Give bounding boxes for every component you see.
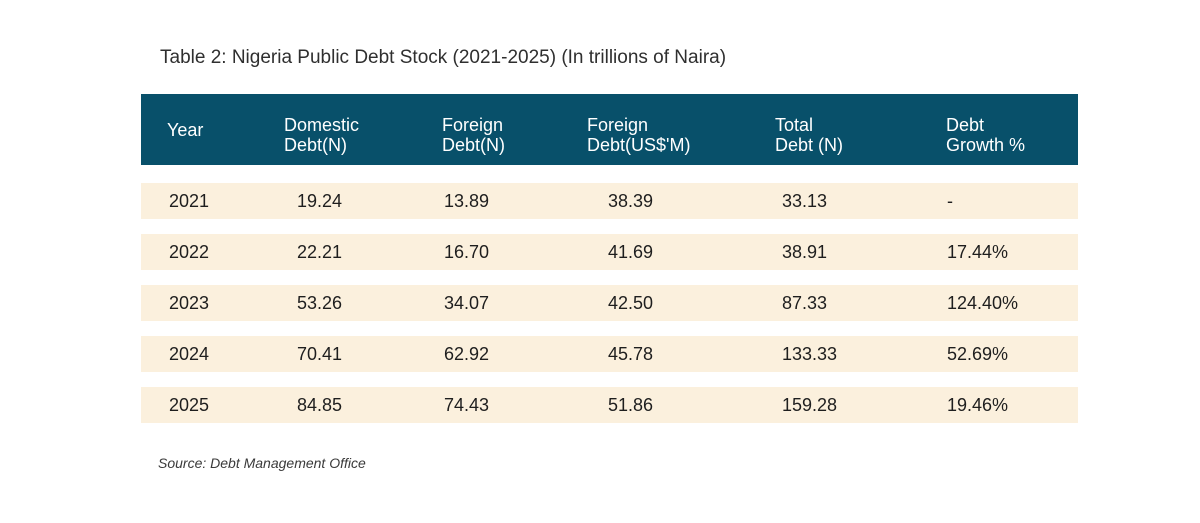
cell-foreign-debt-usd: 45.78 <box>608 344 654 364</box>
header-debt-growth-line2: Growth % <box>946 135 1026 155</box>
cell-year: 2022 <box>169 242 210 262</box>
header-foreign-debt-naira: Foreign Debt(N) <box>442 115 505 155</box>
header-foreign-debt-usd-line2: Debt(US$'M) <box>587 135 691 155</box>
cell-foreign-debt-usd: 51.86 <box>608 395 654 415</box>
cell-year: 2021 <box>169 191 210 211</box>
cell-foreign-debt-usd: 38.39 <box>608 191 654 211</box>
cell-debt-growth: 52.69% <box>947 344 1009 364</box>
cell-total-debt: 159.28 <box>782 395 838 415</box>
cell-debt-growth: 124.40% <box>947 293 1019 313</box>
table-row: 2024 70.41 62.92 45.78 133.33 52.69% <box>141 336 1078 372</box>
cell-foreign-debt-naira: 74.43 <box>444 395 490 415</box>
debt-table: Year Domestic Debt(N) Foreign Debt(N) Fo… <box>141 94 1078 423</box>
cell-year: 2023 <box>169 293 210 313</box>
cell-foreign-debt-usd: 42.50 <box>608 293 654 313</box>
cell-domestic-debt: 22.21 <box>297 242 343 262</box>
cell-foreign-debt-naira: 13.89 <box>444 191 490 211</box>
header-total-debt-line1: Total <box>775 115 814 135</box>
cell-domestic-debt: 53.26 <box>297 293 343 313</box>
header-year: Year <box>167 120 203 140</box>
table-row: 2025 84.85 74.43 51.86 159.28 19.46% <box>141 387 1078 423</box>
cell-debt-growth: - <box>947 191 953 211</box>
header-domestic-debt-line1: Domestic <box>284 115 360 135</box>
cell-foreign-debt-naira: 34.07 <box>444 293 490 313</box>
cell-foreign-debt-usd: 41.69 <box>608 242 654 262</box>
table-title: Table 2: Nigeria Public Debt Stock (2021… <box>160 47 727 68</box>
cell-domestic-debt: 70.41 <box>297 344 343 364</box>
cell-foreign-debt-naira: 16.70 <box>444 242 490 262</box>
cell-year: 2024 <box>169 344 210 364</box>
cell-total-debt: 38.91 <box>782 242 828 262</box>
cell-domestic-debt: 19.24 <box>297 191 343 211</box>
cell-total-debt: 133.33 <box>782 344 838 364</box>
source-note: Source: Debt Management Office <box>158 455 366 471</box>
table-row: 2022 22.21 16.70 41.69 38.91 17.44% <box>141 234 1078 270</box>
table-row: 2023 53.26 34.07 42.50 87.33 124.40% <box>141 285 1078 321</box>
header-foreign-debt-naira-line1: Foreign <box>442 115 504 135</box>
header-total-debt-line2: Debt (N) <box>775 135 844 155</box>
header-domestic-debt: Domestic Debt(N) <box>284 115 359 155</box>
header-year-label: Year <box>167 120 204 140</box>
table-row: 2021 19.24 13.89 38.39 33.13 - <box>141 183 1078 219</box>
header-domestic-debt-line2: Debt(N) <box>284 135 348 155</box>
cell-debt-growth: 17.44% <box>947 242 1009 262</box>
cell-domestic-debt: 84.85 <box>297 395 343 415</box>
header-foreign-debt-usd: Foreign Debt(US$'M) <box>587 115 690 155</box>
header-foreign-debt-usd-line1: Foreign <box>587 115 649 135</box>
cell-total-debt: 87.33 <box>782 293 828 313</box>
cell-year: 2025 <box>169 395 210 415</box>
header-debt-growth-line1: Debt <box>946 115 985 135</box>
header-debt-growth: Debt Growth % <box>946 115 1025 155</box>
cell-debt-growth: 19.46% <box>947 395 1009 415</box>
header-total-debt: Total Debt (N) <box>775 115 843 155</box>
cell-total-debt: 33.13 <box>782 191 828 211</box>
cell-foreign-debt-naira: 62.92 <box>444 344 490 364</box>
header-foreign-debt-naira-line2: Debt(N) <box>442 135 506 155</box>
table-header: Year Domestic Debt(N) Foreign Debt(N) Fo… <box>141 94 1078 165</box>
